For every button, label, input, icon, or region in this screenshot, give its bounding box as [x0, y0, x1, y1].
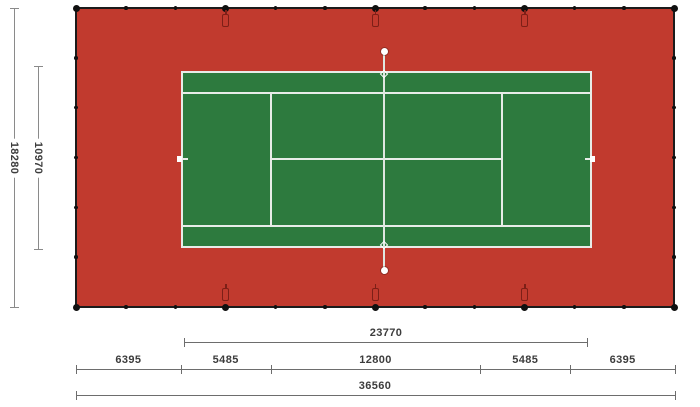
fence-post-bottom-0 — [72, 303, 80, 311]
fence-post-left-4 — [74, 205, 78, 210]
overall-width-tick-top — [10, 8, 19, 9]
fence-post-top-3 — [222, 4, 229, 12]
court-length-dimension-line — [184, 342, 587, 343]
gate-top-9[interactable] — [521, 10, 528, 27]
gate-stem — [524, 284, 526, 289]
fence-post-right-2 — [672, 105, 676, 110]
fence-post-top-1 — [124, 6, 128, 10]
chain-tick-5 — [675, 365, 676, 374]
gate-top-3[interactable] — [222, 10, 229, 27]
overall-length-tick-left — [76, 391, 77, 400]
fence-post-top-6 — [371, 4, 379, 12]
fence-post-left-3 — [74, 155, 78, 160]
fence-post-right-3 — [672, 155, 676, 160]
court-width-label: 10970 — [32, 138, 44, 178]
center-mark-left — [181, 158, 188, 160]
fence-post-left-5 — [74, 255, 78, 259]
gate-top-6[interactable] — [371, 10, 379, 27]
overall-length-dimension-line — [76, 395, 675, 396]
gate-stem — [374, 10, 377, 15]
singles-sideline-bottom — [181, 225, 592, 227]
dimension-chain-line — [76, 369, 675, 370]
overall-length-label: 36560 — [355, 380, 395, 392]
chain-tick-4 — [570, 365, 572, 374]
net-line — [383, 50, 385, 274]
court-width-tick-bottom — [34, 249, 43, 250]
chain-tick-1 — [180, 365, 182, 374]
chain-label-court-run-back-left: 5485 — [209, 354, 242, 366]
fence-post-top-10 — [572, 6, 577, 10]
singles-sideline-top — [181, 92, 592, 94]
tennis-court-surface — [181, 71, 592, 248]
fence-post-bottom-6 — [371, 303, 379, 311]
fence-post-top-7 — [423, 6, 427, 10]
chain-label-court-run-back-right: 5485 — [509, 354, 542, 366]
court-length-tick-right — [587, 338, 588, 347]
net-anchor-bottom — [380, 266, 388, 274]
fence-post-bottom-11 — [622, 305, 626, 309]
chain-label-run-back-right: 6395 — [606, 354, 639, 366]
gate-bottom-6[interactable] — [371, 284, 379, 301]
net-post-left — [177, 156, 182, 162]
fence-post-right-5 — [672, 255, 676, 259]
court-length-label: 23770 — [366, 327, 406, 339]
center-mark-right — [585, 158, 592, 160]
fence-post-top-8 — [472, 6, 477, 10]
fence-post-bottom-8 — [472, 305, 477, 309]
fence-post-top-12 — [670, 4, 678, 12]
fence-post-top-5 — [323, 6, 327, 10]
doubles-sideline-bottom — [181, 246, 592, 248]
fence-post-right-4 — [672, 205, 676, 210]
fence-post-bottom-7 — [423, 305, 427, 309]
fence-post-top-4 — [273, 6, 278, 10]
chain-label-run-back-left: 6395 — [112, 354, 145, 366]
fence-post-top-11 — [622, 6, 626, 10]
doubles-sideline-top — [181, 71, 592, 73]
fence-post-bottom-10 — [572, 305, 577, 309]
fence-post-top-2 — [173, 6, 178, 10]
overall-width-tick-bottom — [10, 307, 19, 308]
fence-post-bottom-1 — [124, 305, 128, 309]
fence-post-left-1 — [74, 56, 78, 60]
overall-length-tick-right — [675, 391, 676, 400]
fence-post-bottom-5 — [323, 305, 327, 309]
gate-bottom-9[interactable] — [521, 284, 528, 301]
fence-post-top-0 — [72, 4, 80, 12]
net-post-right — [590, 156, 595, 162]
chain-tick-2 — [270, 365, 272, 374]
net-anchor-top — [380, 47, 388, 55]
fence-post-bottom-3 — [222, 303, 229, 311]
chain-tick-3 — [480, 365, 482, 374]
fence-post-bottom-12 — [670, 303, 678, 311]
fence-post-right-1 — [672, 56, 676, 60]
fence-post-bottom-9 — [521, 303, 528, 311]
fence-post-bottom-4 — [273, 305, 278, 309]
gate-bottom-3[interactable] — [222, 284, 229, 301]
gate-stem — [225, 284, 227, 289]
gate-stem — [225, 10, 227, 15]
court-width-tick-top — [34, 66, 43, 67]
gate-stem — [374, 284, 377, 289]
fence-post-bottom-2 — [173, 305, 178, 309]
gate-stem — [524, 10, 526, 15]
chain-label-court-service-span: 12800 — [356, 354, 395, 366]
overall-width-label: 18280 — [8, 138, 20, 178]
chain-tick-0 — [76, 365, 77, 374]
fence-post-left-2 — [74, 105, 78, 110]
court-length-tick-left — [184, 338, 185, 347]
fence-post-top-9 — [521, 4, 528, 12]
center-service-line — [270, 158, 503, 160]
